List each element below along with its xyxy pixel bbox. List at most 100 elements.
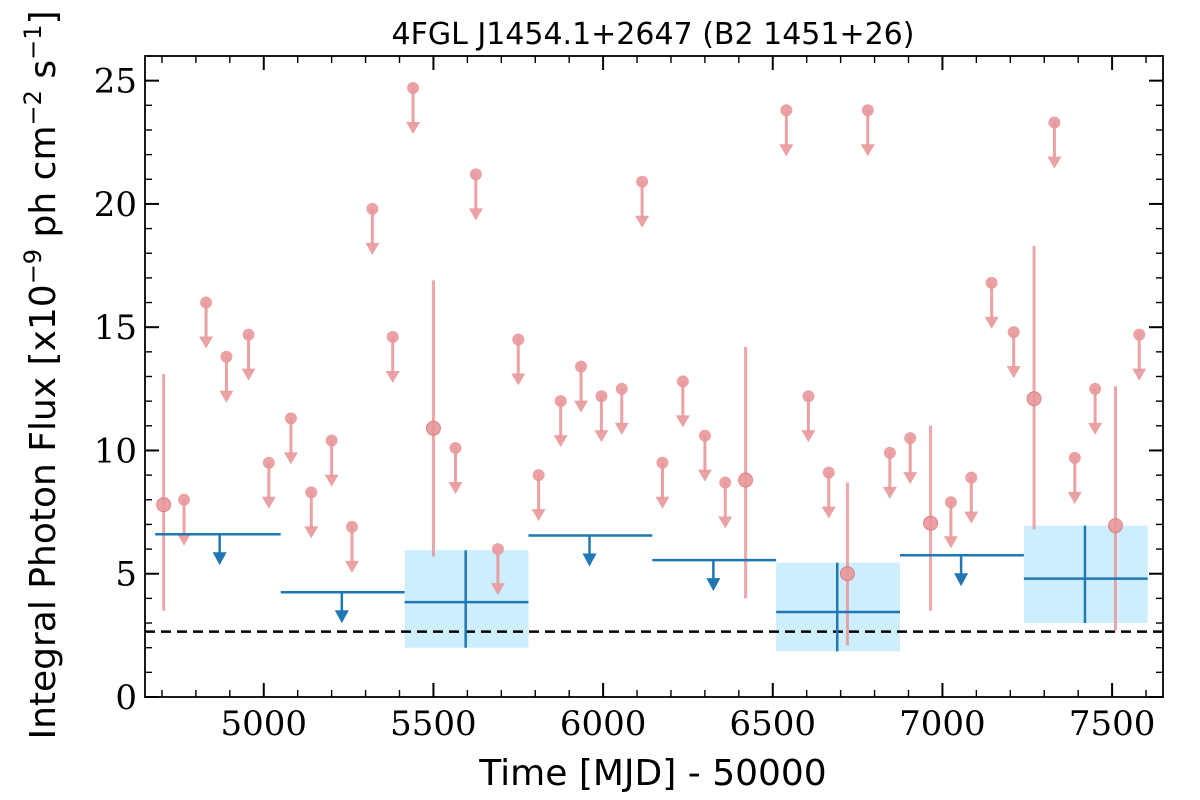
short-bin-upper-limit-marker [985, 276, 998, 289]
short-bin-upper-limit-arrow [574, 400, 589, 413]
short-bin-upper-limit-marker [904, 432, 917, 445]
long-bin-upper-limit-arrow [954, 573, 969, 587]
short-bin-upper-limit-marker [178, 493, 191, 506]
short-bin-upper-limit-arrow [511, 373, 526, 386]
x-tick-label: 6500 [730, 704, 817, 744]
short-bin-upper-limit-marker [883, 446, 896, 459]
short-bin-upper-limit-marker [1089, 382, 1102, 395]
short-bin-upper-limit-marker [698, 429, 711, 442]
short-bin-detection-point [425, 420, 441, 436]
short-bin-detection-point [923, 515, 939, 531]
short-bin-upper-limit-arrow [199, 336, 214, 349]
short-bin-upper-limit-marker [491, 543, 504, 556]
short-bin-upper-limit-marker [1048, 116, 1061, 129]
short-bin-upper-limit-arrow [594, 430, 609, 443]
short-bin-upper-limit-arrow [468, 208, 483, 221]
short-bin-upper-limit-marker [242, 328, 255, 341]
short-bin-upper-limit-marker [780, 104, 793, 117]
short-bin-upper-limit-marker [595, 390, 608, 403]
plot-area: 5000 5500 6000 6500 7000 7500 0 5 10 15 20 25 [94, 55, 1164, 744]
long-bin-upper-limit-arrow [582, 553, 597, 567]
short-bin-upper-limit-arrow [304, 526, 319, 539]
short-bin-upper-limit-marker [719, 476, 732, 489]
x-axis-label: Time [MJD] - 50000 [478, 753, 826, 794]
short-bin-upper-limit-marker [284, 412, 297, 425]
y-axis-label-group: Integral Photon Flux [x10−9 ph cm−2 s−1] [19, 10, 64, 739]
short-bin-upper-limit-marker [512, 333, 525, 346]
short-bin-upper-limit-arrow [697, 469, 712, 482]
short-bin-upper-limit-arrow [283, 452, 298, 465]
short-bin-upper-limit-marker [407, 82, 420, 95]
short-bin-upper-limit-marker [636, 175, 649, 188]
short-bin-upper-limit-marker [1133, 328, 1146, 341]
short-bin-upper-limit-arrow [1006, 366, 1021, 379]
short-bin-upper-limit-arrow [385, 371, 400, 384]
short-bin-upper-limit-marker [469, 168, 482, 181]
short-bin-upper-limit-marker [575, 360, 588, 373]
short-bin-upper-limit-arrow [801, 430, 816, 443]
short-bin-upper-limit-arrow [241, 368, 256, 381]
short-bin-upper-limit-arrow [1047, 156, 1062, 169]
short-bin-upper-limit-arrow [943, 536, 958, 549]
short-bin-upper-limit-marker [305, 486, 318, 499]
short-bin-upper-limit-marker [1007, 326, 1020, 339]
short-bin-upper-limit-arrow [984, 316, 999, 329]
x-tick-label: 7500 [1069, 704, 1156, 744]
short-bin-upper-limit-marker [965, 471, 978, 484]
short-bin-upper-limit-marker [386, 331, 399, 344]
short-bin-upper-limit-arrow [553, 435, 568, 448]
short-bin-upper-limit-marker [325, 434, 338, 447]
long-bin-upper-limit-arrow [334, 610, 349, 624]
short-bin-upper-limit-arrow [655, 496, 670, 509]
short-bin-upper-limit-arrow [1132, 368, 1147, 381]
short-bin-upper-limit-arrow [614, 422, 629, 435]
short-bin-upper-limit-arrow [324, 474, 339, 487]
short-bin-upper-limit-marker [262, 456, 275, 469]
short-bin-upper-limit-arrow [903, 472, 918, 485]
y-tick-label: 5 [115, 555, 137, 595]
short-bin-upper-limit-arrow [964, 511, 979, 524]
short-bin-upper-limit-marker [449, 441, 462, 454]
short-bin-upper-limit-arrow [177, 533, 192, 546]
short-bin-detection-point [839, 566, 855, 582]
short-bin-upper-limit-arrow [821, 506, 836, 519]
short-bin-upper-limit-arrow [490, 583, 505, 596]
y-axis-label: Integral Photon Flux [x10−9 ph cm−2 s−1] [19, 10, 64, 739]
y-tick-label: 10 [94, 431, 137, 471]
x-tick-label: 5000 [221, 704, 308, 744]
y-tick-label: 20 [94, 185, 137, 225]
short-bin-detection-point [1107, 518, 1123, 534]
x-tick-label: 5500 [390, 704, 477, 744]
y-tick-label: 25 [94, 62, 137, 102]
y-tick-label: 0 [115, 678, 137, 718]
short-bin-upper-limit-arrow [344, 560, 359, 573]
short-bin-upper-limit-arrow [448, 481, 463, 494]
short-bin-upper-limit-marker [532, 469, 545, 482]
short-bin-upper-limit-marker [861, 104, 874, 117]
y-tick-label: 15 [94, 308, 137, 348]
short-bin-upper-limit-marker [615, 382, 628, 395]
short-bin-upper-limit-marker [345, 520, 358, 533]
x-tick-label: 7000 [899, 704, 986, 744]
short-bin-detection-point [156, 497, 172, 513]
short-bin-upper-limit-arrow [1067, 491, 1082, 504]
short-bin-upper-limit-arrow [261, 496, 276, 509]
short-bin-upper-limit-marker [200, 296, 213, 309]
long-bin-upper-limit-arrow [706, 578, 721, 592]
short-bin-detection-point [738, 472, 754, 488]
short-bin-upper-limit-marker [676, 375, 689, 388]
short-bin-upper-limit-arrow [635, 215, 650, 228]
short-bin-upper-limit-marker [220, 350, 233, 363]
plot-frame [144, 55, 1164, 698]
short-bin-upper-limit-marker [1068, 451, 1081, 464]
short-bin-upper-limit-marker [802, 390, 815, 403]
short-bin-upper-limit-arrow [882, 486, 897, 499]
short-bin-upper-limit-marker [822, 466, 835, 479]
short-bin-upper-limit-arrow [860, 144, 875, 157]
short-bin-upper-limit-arrow [219, 390, 234, 403]
short-bin-upper-limit-arrow [365, 242, 380, 255]
short-bin-upper-limit-marker [554, 395, 567, 408]
short-bin-upper-limit-arrow [779, 144, 794, 157]
chart-title: 4FGL J1454.1+2647 (B2 1451+26) [392, 17, 915, 52]
short-bin-upper-limit-arrow [406, 122, 421, 135]
